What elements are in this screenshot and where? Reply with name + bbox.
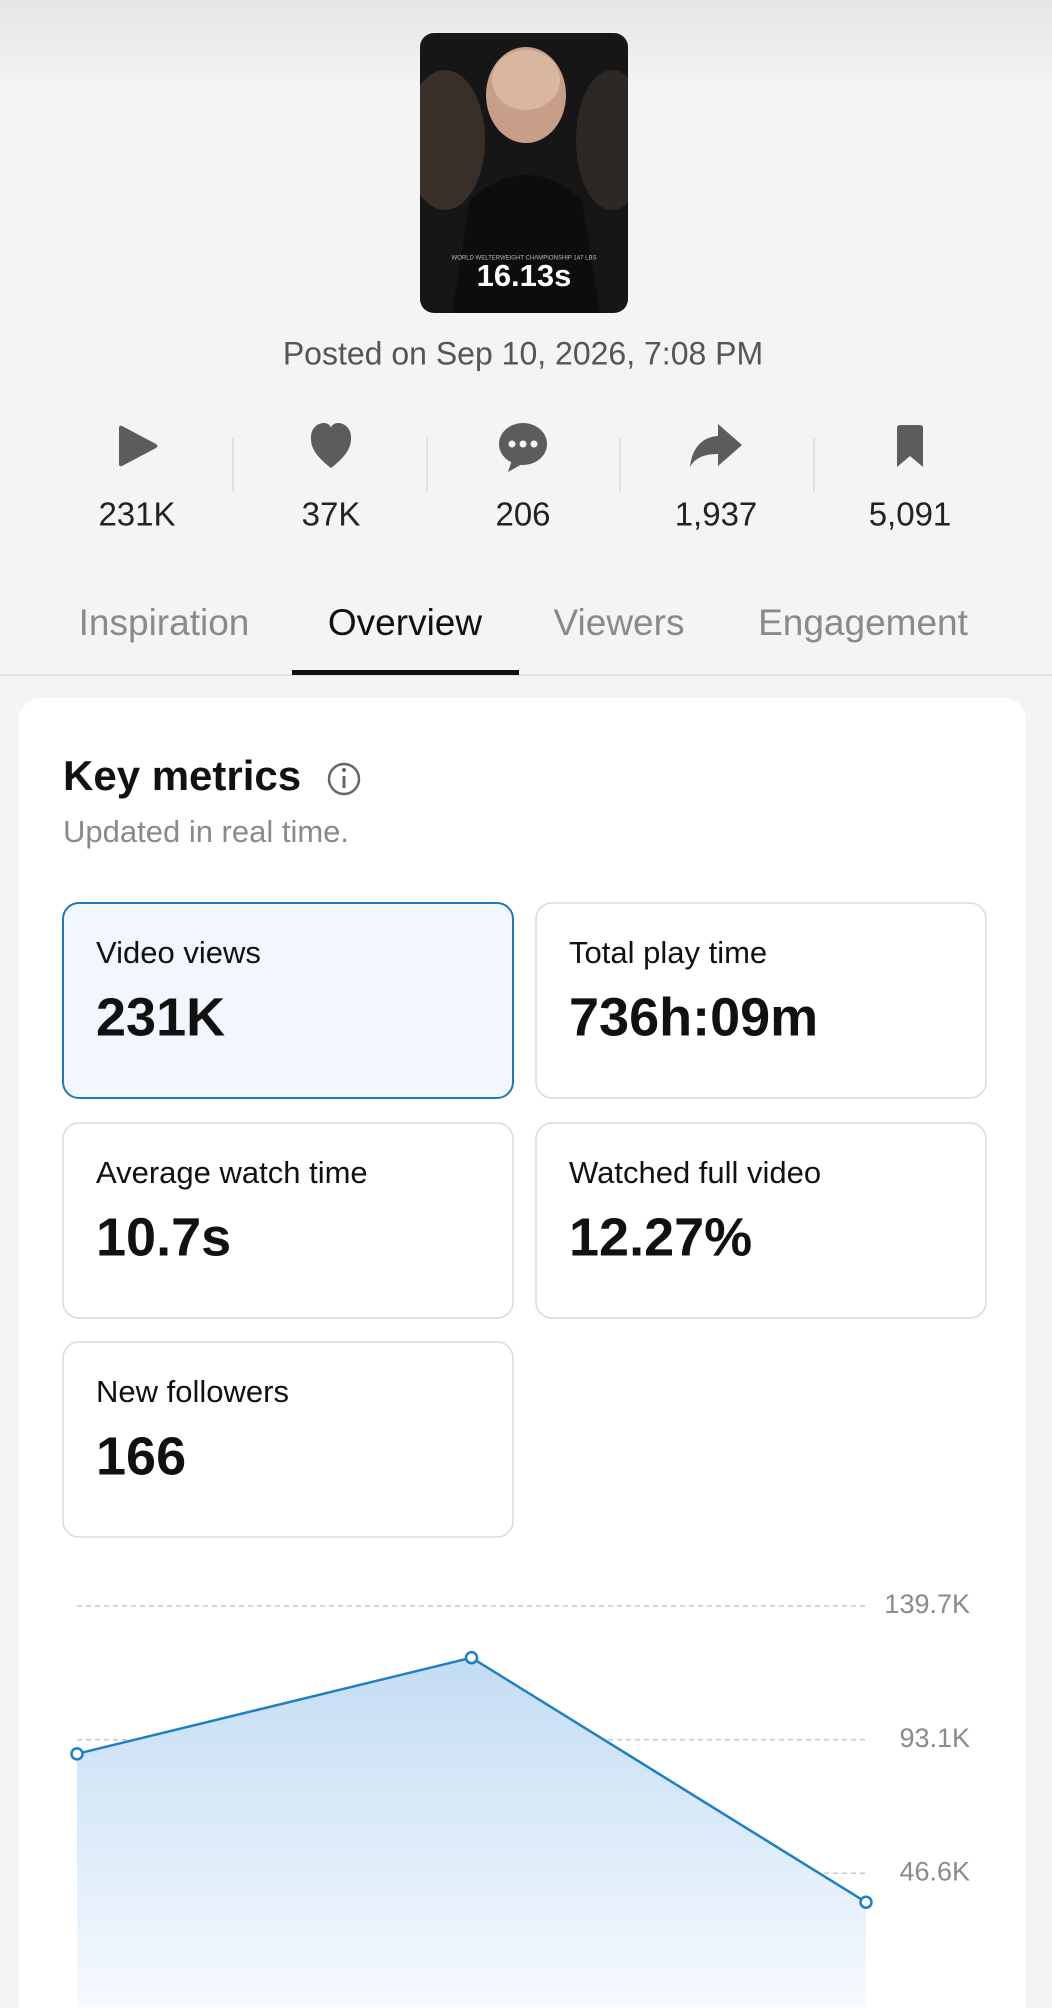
metric-value: 12.27% [569,1207,752,1267]
y-tick-label: 93.1K [899,1723,970,1753]
y-tick-label: 46.6K [899,1856,970,1886]
share-icon [690,424,742,467]
stat-dividers [232,438,815,492]
metric-card-box [62,902,514,1099]
y-tick-label: 139.7K [884,1589,970,1619]
tab-underline [292,670,519,675]
saves-count: 5,091 [869,496,952,533]
metric-value: 736h:09m [569,987,818,1047]
metric-cards: Video views 231K Total play time 736h:09m Av… [62,902,987,1538]
views-count: 231K [98,496,175,533]
metric-label: Video views [96,935,261,970]
metric-card-box [62,1122,514,1319]
metric-label: Watched full video [569,1155,821,1190]
stat-icons [119,423,923,472]
video-duration: 16.13s [477,258,572,293]
metric-card[interactable]: Total play time 736h:09m [535,902,987,1099]
section-title: Key metrics [63,752,301,799]
data-point [859,1895,873,1909]
metric-card[interactable]: Watched full video 12.27% [535,1122,987,1319]
play-icon [119,425,158,467]
views-chart: 46.6K 93.1K 139.7K [70,1589,970,2007]
shares-count: 1,937 [675,496,758,533]
thumbnail-caption: WORLD WELTERWEIGHT CHAMPIONSHIP 147 LBS [452,256,597,262]
like-icon [310,423,352,468]
data-point [464,1650,479,1665]
metric-card[interactable]: Video views 231K [62,902,514,1099]
metric-label: Total play time [569,935,767,970]
data-point [70,1747,84,1761]
tab[interactable]: Inspiration [79,602,250,643]
tab[interactable]: Engagement [758,602,969,643]
tab-active[interactable]: Overview [328,602,482,643]
bookmark-icon [897,425,923,467]
metric-value: 10.7s [96,1207,231,1267]
info-icon[interactable] [327,762,361,796]
area [77,1657,866,2007]
comments-count: 206 [495,496,550,533]
metric-value: 166 [96,1426,186,1486]
metric-value: 231K [96,987,225,1047]
likes-count: 37K [302,496,361,533]
comment-icon [499,423,547,472]
metric-card-box [535,902,987,1099]
metric-card[interactable]: Average watch time 10.7s [62,1122,514,1319]
stats-row: 231K 37K 206 1,937 5,091 [98,496,951,533]
metric-label: New followers [96,1374,289,1409]
metric-label: Average watch time [96,1155,368,1190]
video-thumbnail[interactable]: WORLD WELTERWEIGHT CHAMPIONSHIP 147 LBS … [405,33,648,313]
tabs: Inspiration Overview Viewers Engagement [79,602,969,643]
metric-card-box [62,1341,514,1538]
posted-date: Posted on Sep 10, 2026, 7:08 PM [283,335,763,371]
metric-card[interactable]: New followers 166 [62,1341,514,1538]
section-subtitle: Updated in real time. [63,814,349,849]
metric-card-box [535,1122,987,1319]
tab[interactable]: Viewers [554,602,685,643]
